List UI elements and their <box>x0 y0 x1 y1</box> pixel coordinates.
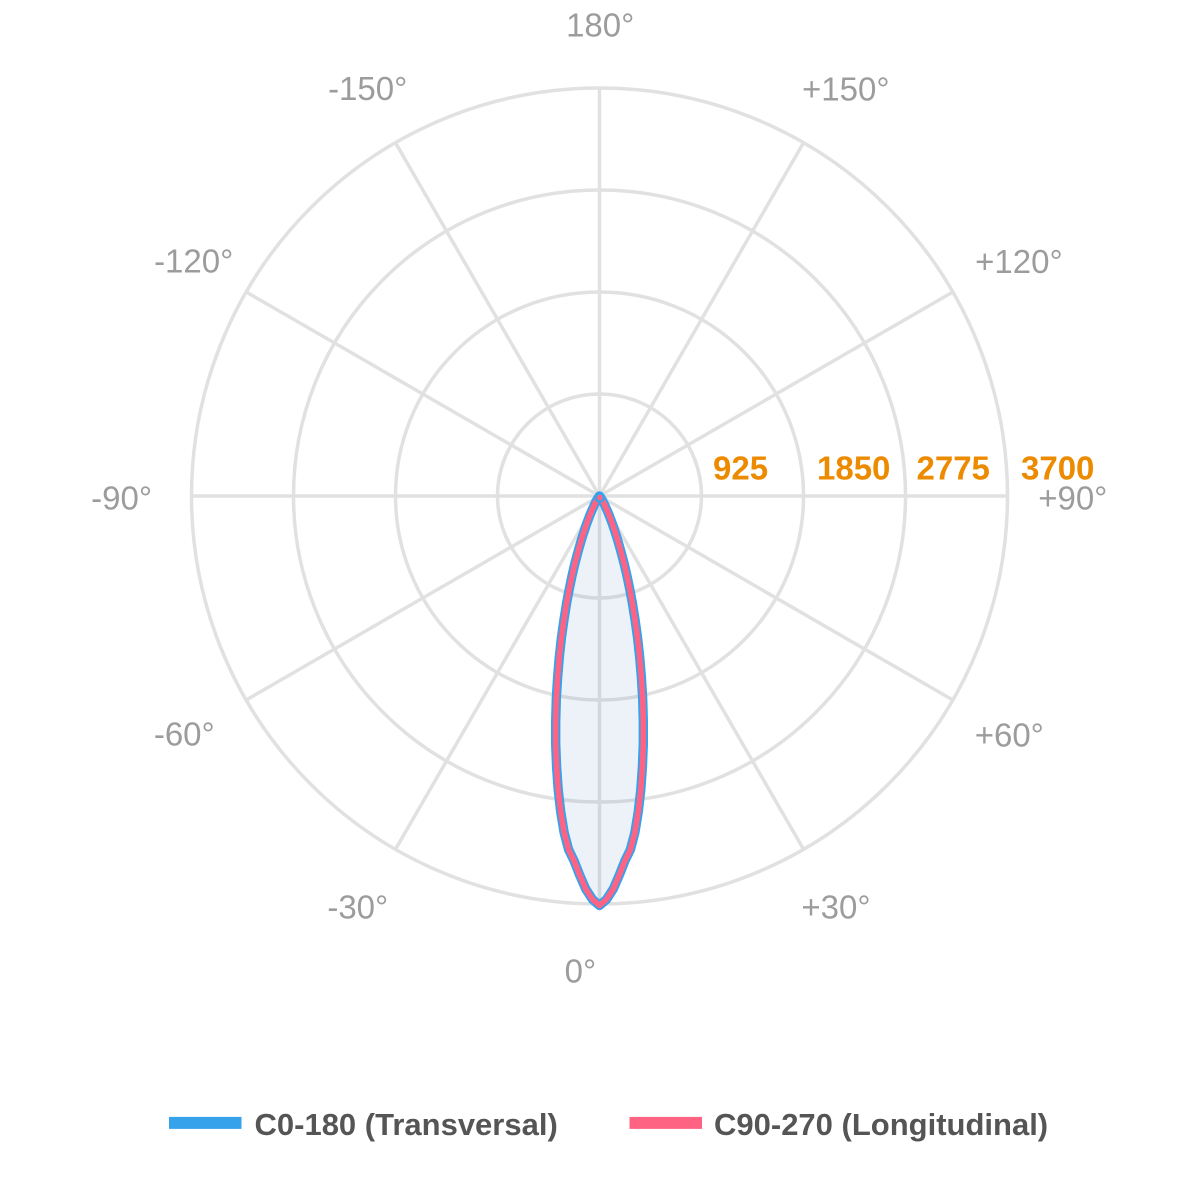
svg-text:+150°: +150° <box>802 70 890 107</box>
svg-text:-30°: -30° <box>327 889 388 926</box>
svg-text:-60°: -60° <box>154 716 215 753</box>
svg-text:3700: 3700 <box>1021 450 1094 487</box>
svg-text:+90°: +90° <box>1038 480 1107 517</box>
svg-text:0°: 0° <box>565 952 597 989</box>
svg-text:+120°: +120° <box>975 243 1063 280</box>
svg-text:180°: 180° <box>566 7 634 44</box>
svg-text:+30°: +30° <box>801 888 870 925</box>
svg-text:1850: 1850 <box>817 450 890 487</box>
svg-text:925: 925 <box>713 450 768 487</box>
svg-text:C0-180 (Transversal): C0-180 (Transversal) <box>255 1107 558 1142</box>
svg-text:C90-270 (Longitudinal): C90-270 (Longitudinal) <box>714 1107 1048 1142</box>
svg-text:2775: 2775 <box>917 450 990 487</box>
svg-text:-90°: -90° <box>91 480 152 517</box>
svg-text:-120°: -120° <box>154 243 233 280</box>
svg-text:+60°: +60° <box>975 716 1044 753</box>
svg-text:-150°: -150° <box>328 70 407 107</box>
